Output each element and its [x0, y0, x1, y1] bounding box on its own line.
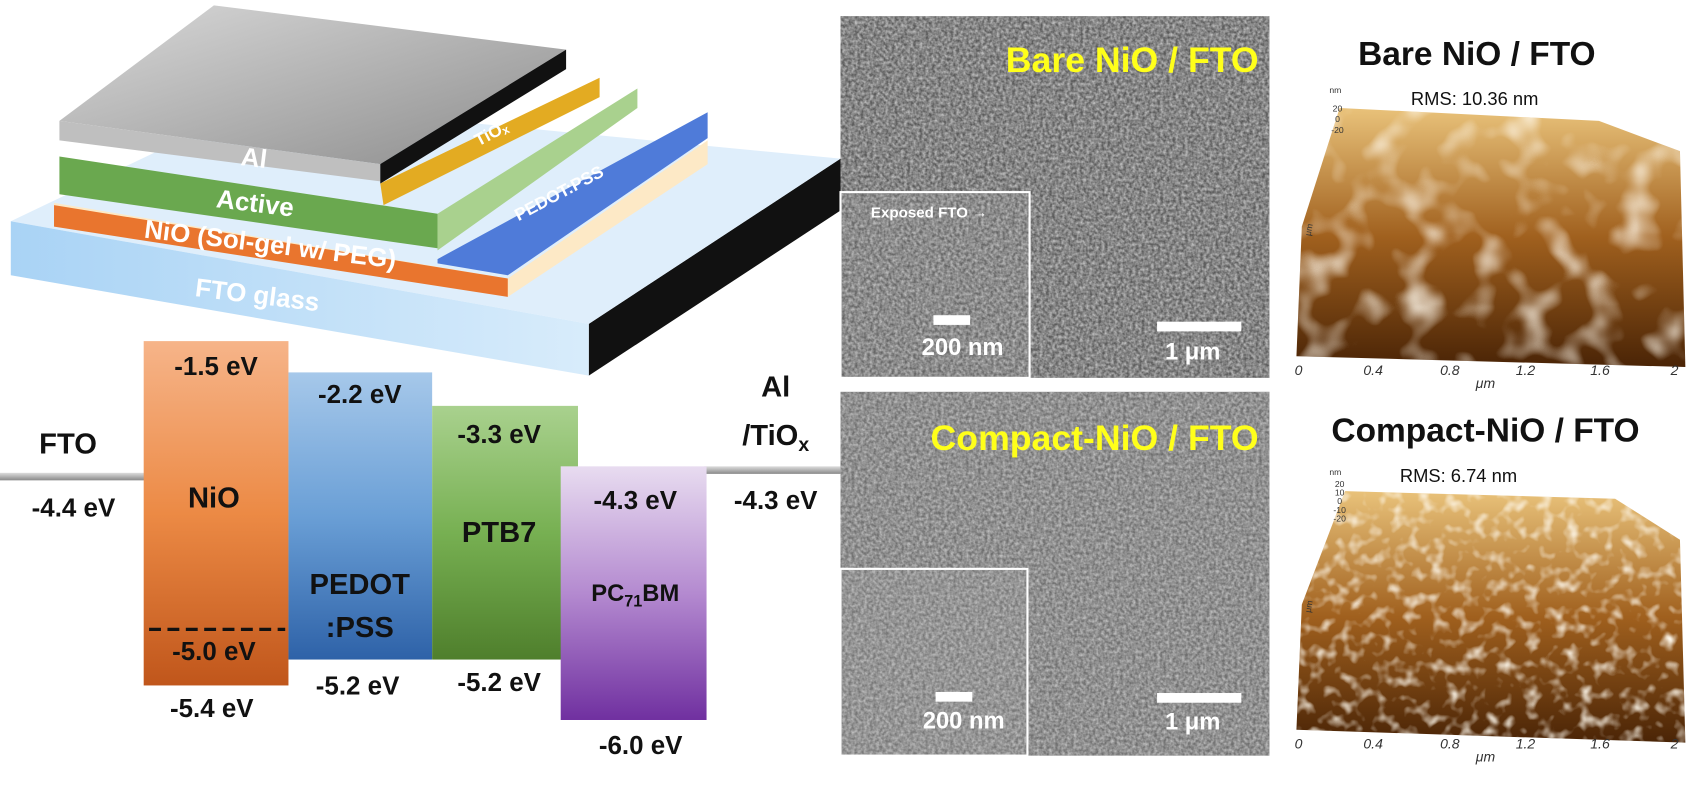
electrode-label: FTO: [39, 429, 97, 461]
scale-label: 200 nm: [922, 334, 1004, 361]
x-tick: 1.6: [1590, 362, 1610, 378]
tiox-layer: [380, 77, 600, 206]
afm-highlights: [1296, 491, 1686, 743]
inset-label: Exposed FTO →: [871, 205, 987, 222]
sem-inset-texture: [841, 569, 1027, 755]
z-unit: nm: [1329, 85, 1341, 95]
x-tick: 0: [1295, 736, 1303, 752]
electrode-sub: x: [798, 434, 809, 456]
scale-label: 200 nm: [923, 707, 1005, 734]
x-unit: μm: [1475, 748, 1496, 764]
al-side: [380, 49, 567, 184]
pcbm-block: [560, 466, 707, 720]
afm-panel: Bare NiO / FTO RMS: 10.36 nm nm 20 0 -20…: [1295, 36, 1686, 391]
device-stack: Al TiOx Active PEDOT:PSS NiO (Sol-gel w/…: [10, 5, 841, 376]
afm-rms: RMS: 10.36 nm: [1411, 88, 1539, 109]
glass-side: [588, 158, 841, 376]
y-unit: μm: [1303, 600, 1315, 614]
active-layer: [59, 156, 438, 249]
z-tick: -20: [1331, 125, 1344, 135]
scale-label: 1 μm: [1165, 709, 1220, 736]
scale-bar: [1157, 321, 1242, 332]
block-label: BM: [642, 580, 679, 607]
electrode-label: /TiO: [742, 420, 798, 452]
x-tick: 2: [1670, 736, 1679, 752]
x-tick: 0.8: [1440, 736, 1460, 752]
block-label: PTB7: [462, 517, 537, 549]
level-label: -5.2 eV: [316, 672, 400, 700]
level-label: -6.0 eV: [599, 732, 683, 760]
x-tick: 0.4: [1363, 362, 1383, 378]
y-unit: μm: [1303, 223, 1315, 237]
scale-bar: [1157, 693, 1242, 703]
afm-panel: Compact-NiO / FTO RMS: 6.74 nm nm 20 10 …: [1295, 413, 1686, 764]
fto-layer: [10, 221, 589, 376]
afm-highlights: [1296, 107, 1686, 368]
block-label: PEDOT: [310, 569, 411, 601]
block-label: PC: [591, 580, 624, 607]
x-tick: 0.4: [1363, 736, 1383, 752]
electrode-label: Al: [761, 371, 790, 403]
scale-bar: [935, 691, 973, 702]
electrode-label: /TiOx: [742, 420, 809, 456]
level-label: -3.3 eV: [457, 421, 541, 449]
z-tick: -20: [1333, 514, 1346, 524]
block-label: :PSS: [326, 612, 394, 644]
layer-label: Al: [239, 143, 268, 174]
level-label: -1.5 eV: [174, 353, 258, 381]
al-front: [59, 120, 381, 182]
afm-title: Compact-NiO / FTO: [1331, 413, 1639, 450]
ptb7-block: [432, 405, 578, 660]
block-sub: 71: [624, 593, 642, 611]
level-label: -4.3 eV: [593, 487, 677, 515]
sem-title: Compact-NiO / FTO: [931, 418, 1259, 458]
level-label: -5.2 eV: [457, 669, 541, 697]
z-tick: 20: [1335, 479, 1345, 489]
block-label: NiO: [188, 482, 240, 514]
z-unit: nm: [1329, 467, 1341, 477]
al-top: [59, 5, 567, 165]
fto-level: [0, 472, 146, 481]
energy-diagram: FTO -4.4 eV Al /TiOx -4.3 eV -1.5 eV NiO…: [0, 341, 841, 760]
afm-title: Bare NiO / FTO: [1358, 36, 1596, 73]
pedot-top: [54, 140, 708, 297]
z-tick: 10: [1335, 488, 1345, 498]
block-label: PC71BM: [591, 580, 679, 611]
level-label: -4.4 eV: [32, 494, 116, 522]
nio-layer: [54, 205, 508, 297]
pedot-block: [288, 372, 433, 660]
z-tick: 0: [1335, 114, 1340, 124]
sem-panel: Bare NiO / FTO Exposed FTO → 200 nm 1 μm: [839, 16, 1270, 379]
sem-inset-texture: [841, 193, 1029, 377]
scale-bar: [933, 315, 971, 325]
x-tick: 1.6: [1590, 736, 1610, 752]
active-side: [437, 88, 638, 251]
x-tick: 1.2: [1516, 362, 1536, 378]
level-label: -2.2 eV: [318, 381, 402, 409]
sem-panel: Compact-NiO / FTO 200 nm 1 μm: [839, 391, 1270, 757]
scale-label: 1 μm: [1165, 338, 1220, 365]
afm-rms: RMS: 6.74 nm: [1400, 465, 1517, 486]
x-tick: 0: [1295, 362, 1303, 378]
pedot-layer: [437, 112, 708, 276]
level-label: -4.3 eV: [734, 487, 818, 515]
x-tick: 0.8: [1440, 362, 1460, 378]
level-label: -5.4 eV: [170, 695, 254, 723]
x-unit: μm: [1475, 375, 1496, 391]
x-tick: 2: [1670, 362, 1679, 378]
al-level: [704, 466, 841, 474]
z-tick: 20: [1333, 103, 1343, 113]
level-label: -5.0 eV: [172, 638, 256, 666]
sem-title: Bare NiO / FTO: [1006, 40, 1259, 80]
z-tick: -10: [1333, 505, 1346, 515]
z-tick: 0: [1337, 496, 1342, 506]
x-tick: 1.2: [1516, 736, 1536, 752]
